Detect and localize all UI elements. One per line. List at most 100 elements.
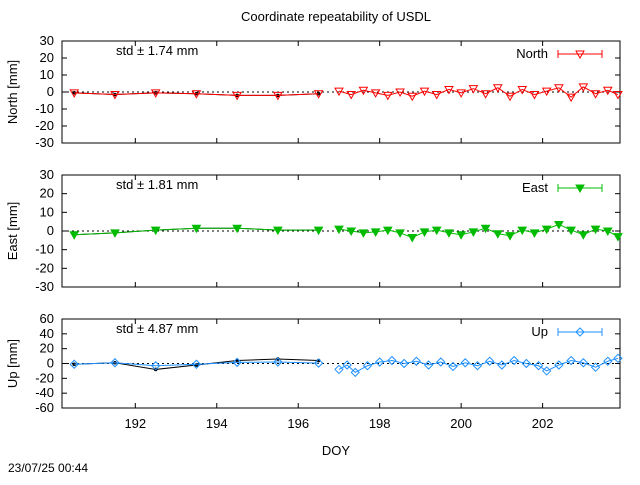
daily-point xyxy=(313,226,324,236)
hourly-point xyxy=(566,93,576,103)
hourly-point xyxy=(480,224,491,234)
hourly-point xyxy=(509,355,519,366)
daily-point xyxy=(69,231,80,240)
daily-point xyxy=(232,224,243,234)
hourly-point xyxy=(346,227,357,237)
hourly-point xyxy=(399,358,409,369)
hourly-point xyxy=(350,367,360,378)
hourly-point xyxy=(342,360,352,370)
hourly-point xyxy=(554,220,564,230)
legend-label: North xyxy=(516,46,548,61)
hourly-point xyxy=(602,86,613,96)
hourly-point xyxy=(497,360,507,370)
hourly-point xyxy=(436,357,446,367)
legend-label: East xyxy=(522,180,548,195)
y-axis-label: East [mm] xyxy=(5,202,20,261)
panel-east: 30 20 10 0 -10 -20 -30 East [mm] std ± 1.81 mm Ea… xyxy=(5,167,623,294)
x-tick-label: 202 xyxy=(532,416,554,431)
daily-point xyxy=(273,226,283,236)
hourly-point xyxy=(484,356,495,366)
daily-point xyxy=(273,91,283,101)
y-tick-label: -20 xyxy=(35,370,54,385)
y-tick-label: -30 xyxy=(35,279,54,294)
y-tick-label: -40 xyxy=(35,385,54,400)
hourly-point xyxy=(382,91,393,101)
y-tick-label: 30 xyxy=(40,33,54,48)
daily-point xyxy=(313,358,324,368)
hourly-point xyxy=(448,361,458,372)
hourly-point xyxy=(370,228,381,237)
hourly-point xyxy=(529,91,540,100)
hourly-point xyxy=(362,361,373,371)
timestamp: 23/07/25 00:44 xyxy=(8,461,89,475)
hourly-point xyxy=(334,364,344,375)
hourly-point xyxy=(444,85,454,95)
y-tick-label: 0 xyxy=(47,84,54,99)
y-tick-label: -20 xyxy=(35,260,54,275)
panel-north: 30 20 10 0 -10 -20 -30 North [mm] std ± 1.74 mm N… xyxy=(5,33,623,150)
hourly-point xyxy=(407,234,418,243)
y-tick-label: 60 xyxy=(40,311,54,326)
daily-point xyxy=(191,90,202,99)
hourly-point xyxy=(468,85,479,94)
daily-point xyxy=(150,361,161,371)
legend-marker xyxy=(575,50,585,60)
daily-point xyxy=(69,359,79,369)
y-tick-label: 10 xyxy=(40,204,54,219)
hourly-point xyxy=(492,230,503,239)
y-tick-label: -30 xyxy=(35,135,54,150)
y-tick-label: 20 xyxy=(40,50,54,65)
y-tick-label: 20 xyxy=(40,341,54,356)
daily-point xyxy=(191,359,202,369)
hourly-point xyxy=(613,91,623,100)
hourly-point xyxy=(395,88,405,98)
x-tick-label: 194 xyxy=(206,416,228,431)
legend-label: Up xyxy=(531,324,548,339)
std-label: std ± 4.87 mm xyxy=(116,321,198,336)
daily-point xyxy=(150,89,161,98)
hourly-point xyxy=(358,229,369,238)
y-tick-label: -10 xyxy=(35,101,54,116)
hourly-point xyxy=(613,353,623,364)
hourly-point xyxy=(541,225,552,235)
daily-point xyxy=(232,357,242,368)
panels: 30 20 10 0 -10 -20 -30 North [mm] std ± 1.74 mm N… xyxy=(5,33,623,431)
daily-line xyxy=(74,361,319,367)
y-tick-label: -20 xyxy=(35,118,54,133)
hourly-point xyxy=(578,358,589,368)
y-tick-label: 20 xyxy=(40,186,54,201)
hourly-point xyxy=(603,356,613,366)
hourly-point xyxy=(472,361,483,371)
hourly-point xyxy=(529,229,540,238)
hourly-point xyxy=(334,225,344,235)
daily-point xyxy=(69,89,80,98)
y-tick-label: -60 xyxy=(35,400,54,415)
y-axis-label: North [mm] xyxy=(5,60,20,124)
hourly-point xyxy=(578,231,589,240)
y-tick-label: 40 xyxy=(40,326,54,341)
daily-point xyxy=(232,91,243,101)
hourly-point xyxy=(505,92,515,102)
y-axis-label: Up [mm] xyxy=(5,339,20,388)
x-tick-label: 196 xyxy=(287,416,309,431)
daily-ref-point xyxy=(72,91,77,95)
std-label: std ± 1.74 mm xyxy=(116,43,198,58)
daily-point xyxy=(110,358,120,368)
hourly-point xyxy=(578,83,589,92)
daily-line xyxy=(74,92,319,96)
hourly-point xyxy=(334,87,344,97)
x-axis-label: DOY xyxy=(322,443,351,458)
y-tick-label: 0 xyxy=(47,356,54,371)
legend-marker xyxy=(575,184,585,194)
legend-marker xyxy=(575,327,585,337)
hourly-point xyxy=(480,90,491,99)
x-tick-label: 198 xyxy=(369,416,391,431)
hourly-point xyxy=(505,232,515,241)
hourly-point xyxy=(387,355,397,366)
hourly-point xyxy=(517,226,528,236)
hourly-point xyxy=(590,90,601,99)
hourly-point xyxy=(566,355,576,366)
hourly-point xyxy=(521,358,532,369)
